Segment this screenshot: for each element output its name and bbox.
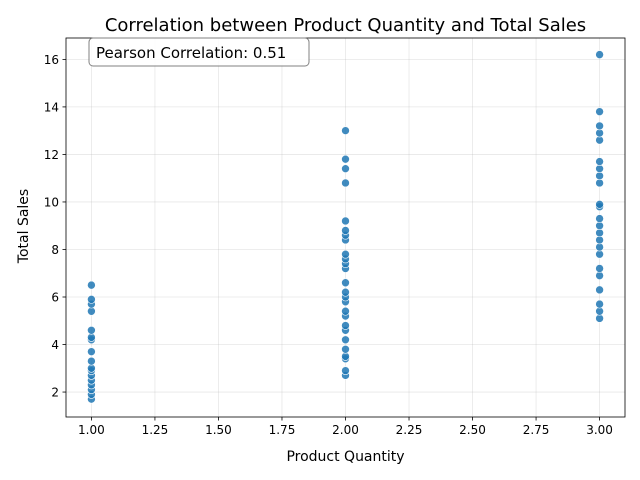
data-point xyxy=(341,216,350,226)
data-point xyxy=(595,271,604,280)
x-tick-label: 2.00 xyxy=(332,423,359,437)
data-point xyxy=(87,306,96,316)
x-tick-label: 2.75 xyxy=(523,423,550,437)
x-axis-ticks: 1.00 1.25 1.50 1.75 2.00 2.25 2.50 2.75 3.00 xyxy=(78,417,613,437)
data-point xyxy=(595,157,604,166)
x-tick-label: 1.00 xyxy=(78,423,105,437)
data-point xyxy=(595,235,604,245)
y-tick-label: 16 xyxy=(44,53,59,67)
y-tick-label: 12 xyxy=(44,148,59,162)
data-point xyxy=(595,178,604,188)
data-point xyxy=(341,178,350,188)
data-point xyxy=(595,107,604,116)
chart-title: Correlation between Product Quantity and… xyxy=(105,15,586,36)
data-point xyxy=(341,306,350,316)
x-tick-label: 1.25 xyxy=(142,423,169,437)
data-point xyxy=(595,285,604,295)
data-point xyxy=(87,356,96,366)
x-tick-label: 2.50 xyxy=(459,423,486,437)
data-point xyxy=(87,325,96,335)
data-points xyxy=(87,50,604,404)
data-point xyxy=(87,363,96,373)
data-point xyxy=(595,128,604,138)
x-tick-label: 3.00 xyxy=(586,423,613,437)
x-tick-label: 1.50 xyxy=(205,423,232,437)
y-tick-label: 8 xyxy=(51,243,59,257)
data-point xyxy=(341,366,350,375)
data-point xyxy=(595,214,604,223)
data-point xyxy=(595,242,604,252)
x-axis-label: Product Quantity xyxy=(286,449,404,465)
y-axis-ticks: 2 4 6 8 10 12 14 16 xyxy=(44,53,66,400)
data-point xyxy=(595,135,604,145)
y-tick-label: 2 xyxy=(51,386,59,400)
annotation-box xyxy=(88,37,310,67)
data-point xyxy=(87,295,96,304)
data-point xyxy=(595,121,604,131)
data-point xyxy=(595,200,604,209)
data-point xyxy=(595,299,604,309)
data-point xyxy=(87,347,96,356)
data-point xyxy=(341,126,350,135)
y-axis-label: Total Sales xyxy=(16,189,32,264)
grid xyxy=(66,38,625,417)
y-tick-label: 6 xyxy=(51,291,59,305)
data-point xyxy=(595,171,604,181)
data-point xyxy=(341,278,350,288)
data-point xyxy=(341,352,350,361)
data-point xyxy=(595,164,604,173)
x-tick-label: 1.75 xyxy=(269,423,296,437)
correlation-annotation: Pearson Correlation: 0.51 xyxy=(88,37,310,67)
data-point xyxy=(341,226,350,235)
data-point xyxy=(341,164,350,173)
data-point xyxy=(595,50,604,59)
data-point xyxy=(341,249,350,259)
data-point xyxy=(341,335,350,345)
data-point xyxy=(341,344,350,354)
data-point xyxy=(87,280,96,290)
annotation-text: Pearson Correlation: 0.51 xyxy=(96,44,286,62)
data-point xyxy=(595,228,604,238)
data-point xyxy=(595,264,604,273)
data-point xyxy=(341,154,350,164)
data-point xyxy=(595,314,604,323)
data-point xyxy=(341,287,350,297)
data-point xyxy=(595,221,604,231)
y-tick-label: 4 xyxy=(51,338,59,352)
data-point xyxy=(595,249,604,259)
data-point xyxy=(341,321,350,330)
y-tick-label: 14 xyxy=(44,100,59,114)
data-point xyxy=(87,333,96,342)
y-tick-label: 10 xyxy=(44,195,59,209)
data-point xyxy=(595,306,604,316)
x-tick-label: 2.25 xyxy=(396,423,423,437)
